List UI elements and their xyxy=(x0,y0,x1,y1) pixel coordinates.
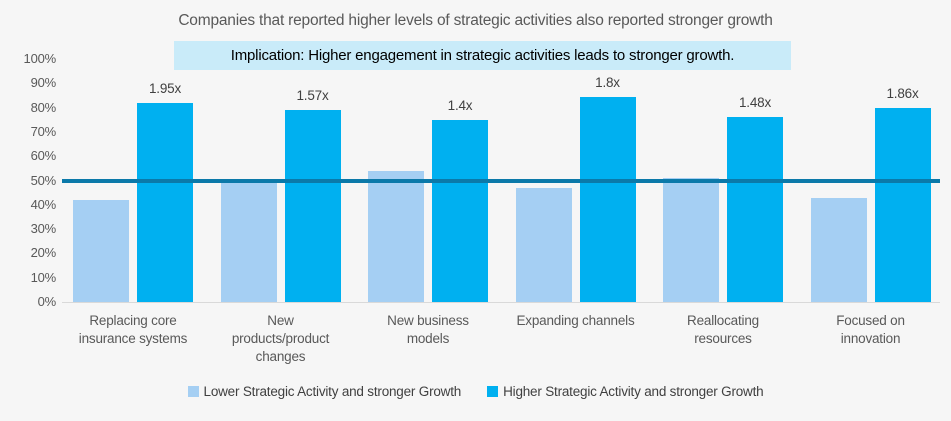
chart-title: Companies that reported higher levels of… xyxy=(178,12,773,29)
x-axis-category-label: New business models xyxy=(387,313,469,346)
x-axis-category-label: Expanding channels xyxy=(516,313,635,328)
x-axis-category-label: Replacing core insurance systems xyxy=(78,313,188,346)
legend: Lower Strategic Activity and stronger Gr… xyxy=(0,384,951,399)
bar-value-label: 1.4x xyxy=(447,97,473,113)
y-axis-tick-label: 10% xyxy=(30,269,57,285)
x-axis-category-label: Focused on innovation xyxy=(836,313,905,346)
y-axis-tick-label: 50% xyxy=(30,172,57,188)
legend-swatch-higher-icon xyxy=(487,386,499,397)
bar-lower-strategic xyxy=(368,170,424,302)
bar-lower-strategic xyxy=(663,178,719,302)
legend-item-lower: Lower Strategic Activity and stronger Gr… xyxy=(187,384,462,399)
bar-value-label: 1.48x xyxy=(738,95,772,111)
y-axis-tick-label: 70% xyxy=(30,123,57,139)
x-axis-category-labels: Replacing core insurance systems New produc… xyxy=(0,312,951,372)
x-axis-category-label: New products/product changes xyxy=(231,313,330,364)
y-axis-tick-label: 0% xyxy=(37,294,57,309)
legend-label-higher: Higher Strategic Activity and stronger G… xyxy=(503,384,764,399)
bar-higher-strategic xyxy=(432,119,488,302)
implication-banner: Implication: Higher engagement in strate… xyxy=(174,41,791,70)
y-axis-tick-label: 90% xyxy=(30,75,57,91)
bar-value-label: 1.8x xyxy=(595,74,620,90)
y-axis: 0% 10% 20% 30% 40% 50% 60% 70% 80% 90% 100% xyxy=(0,51,57,309)
x-axis-category-label: Reallocating resources xyxy=(687,313,759,346)
bar-higher-strategic xyxy=(137,102,193,302)
y-axis-tick-label: 100% xyxy=(23,51,57,66)
bar-higher-strategic xyxy=(727,117,783,302)
bar-value-label: 1.95x xyxy=(148,80,182,96)
reference-line-50pct xyxy=(62,178,940,183)
y-axis-tick-label: 20% xyxy=(30,245,57,261)
bar-higher-strategic xyxy=(874,107,931,302)
bar-lower-strategic xyxy=(810,197,867,302)
y-axis-tick-label: 60% xyxy=(30,148,57,164)
bar-value-label: 1.86x xyxy=(886,85,919,101)
legend-item-higher: Higher Strategic Activity and stronger G… xyxy=(487,384,764,399)
y-axis-tick-label: 80% xyxy=(30,99,57,115)
y-axis-tick-label: 40% xyxy=(30,196,57,212)
bar-value-label: 1.57x xyxy=(296,88,329,104)
plot-area: 1.95x 1.57x 1.4x 1.8x 1.48x 1.86x xyxy=(62,59,940,303)
bar-lower-strategic xyxy=(515,187,572,302)
legend-swatch-lower-icon xyxy=(187,386,199,397)
bar-lower-strategic xyxy=(220,180,277,302)
bar-lower-strategic xyxy=(73,199,129,302)
bar-higher-strategic xyxy=(284,110,341,302)
bar-higher-strategic xyxy=(579,96,636,302)
y-axis-tick-label: 30% xyxy=(30,221,57,237)
legend-label-lower: Lower Strategic Activity and stronger Gr… xyxy=(203,384,462,399)
